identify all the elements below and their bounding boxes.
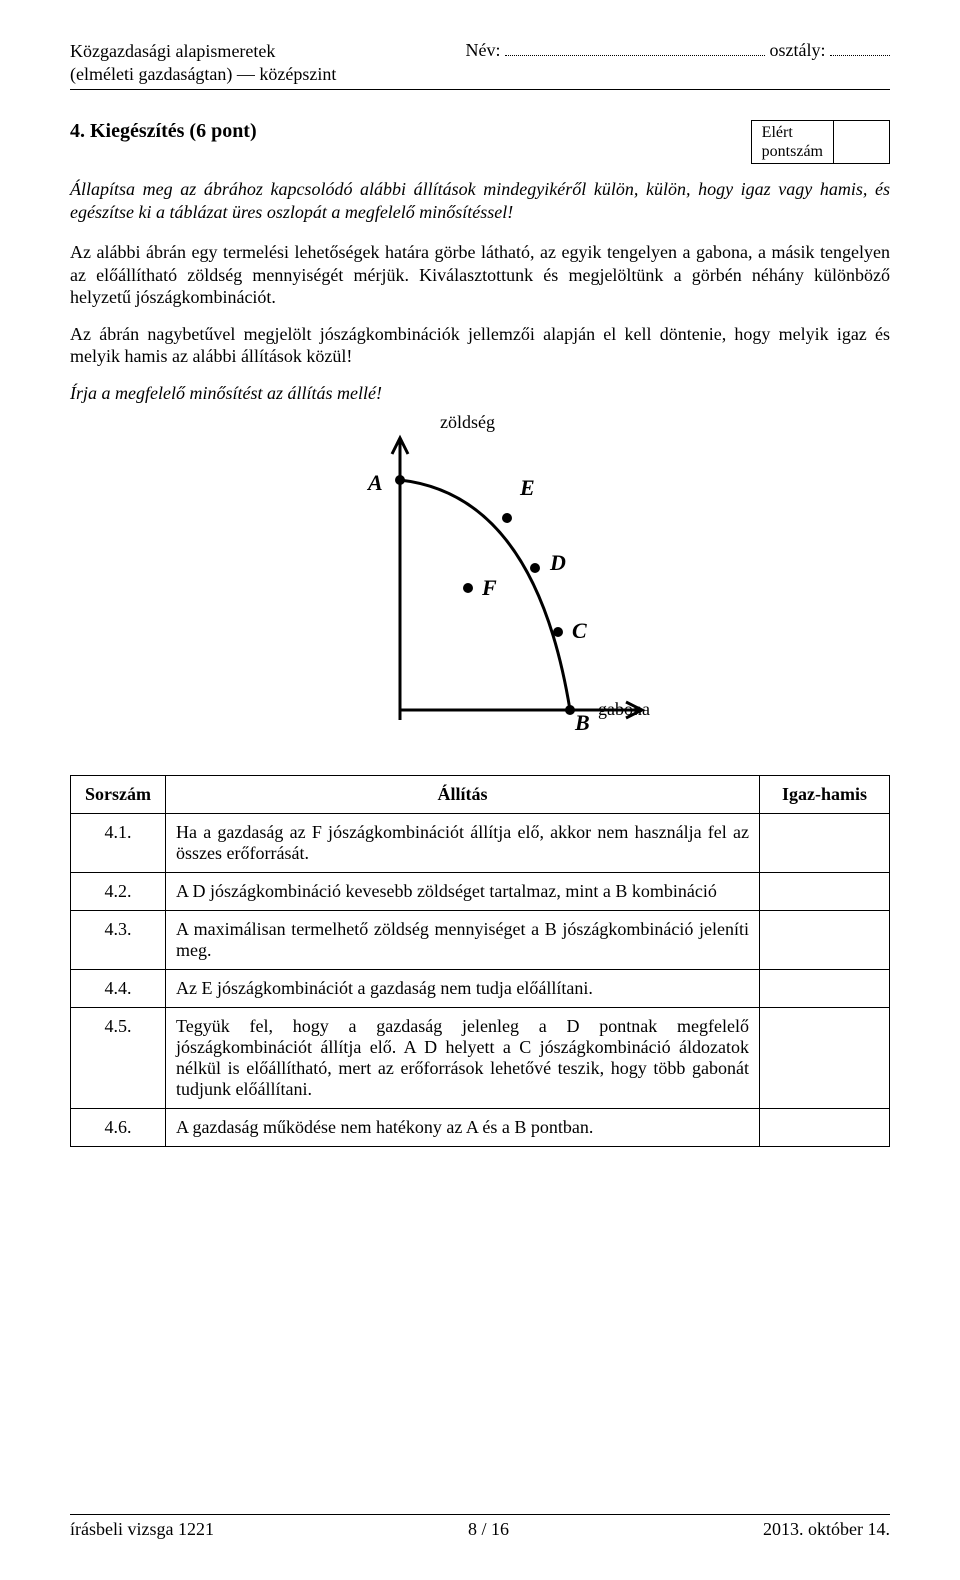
instruction-2: Írja a megfelelő minősítést az állítás m… xyxy=(70,382,890,405)
table-row: 4.5. Tegyük fel, hogy a gazdaság jelenle… xyxy=(71,1008,890,1109)
cell-ans xyxy=(760,970,890,1008)
header-subject-1: Közgazdasági alapismeretek xyxy=(70,40,336,63)
cell-stmt: A maximálisan termelhető zöldség mennyis… xyxy=(166,911,760,970)
page-header: Közgazdasági alapismeretek (elméleti gaz… xyxy=(70,40,890,90)
cell-ans xyxy=(760,911,890,970)
cell-num: 4.4. xyxy=(71,970,166,1008)
label-d: D xyxy=(549,550,566,575)
score-label-1: Elért xyxy=(762,123,823,142)
point-a xyxy=(395,475,405,485)
label-e: E xyxy=(519,475,535,500)
table-header-row: Sorszám Állítás Igaz-hamis xyxy=(71,776,890,814)
score-label: Elért pontszám xyxy=(752,121,834,163)
table-row: 4.6. A gazdaság működése nem hatékony az… xyxy=(71,1109,890,1147)
cell-stmt: Tegyük fel, hogy a gazdaság jelenleg a D… xyxy=(166,1008,760,1109)
score-value xyxy=(834,121,889,163)
header-right: Név: osztály: xyxy=(466,40,891,61)
cell-stmt: A gazdaság működése nem hatékony az A és… xyxy=(166,1109,760,1147)
statements-table: Sorszám Állítás Igaz-hamis 4.1. Ha a gaz… xyxy=(70,775,890,1147)
header-left: Közgazdasági alapismeretek (elméleti gaz… xyxy=(70,40,336,85)
cell-ans xyxy=(760,1008,890,1109)
label-f: F xyxy=(481,575,497,600)
header-subject-2: (elméleti gazdaságtan) — középszint xyxy=(70,63,336,86)
col-num: Sorszám xyxy=(71,776,166,814)
cell-ans xyxy=(760,814,890,873)
axes xyxy=(392,438,642,720)
table-row: 4.4. Az E jószágkombinációt a gazdaság n… xyxy=(71,970,890,1008)
point-f xyxy=(463,583,473,593)
cell-stmt: A D jószágkombináció kevesebb zöldséget … xyxy=(166,873,760,911)
footer-center: 8 / 16 xyxy=(468,1519,509,1540)
class-blank xyxy=(830,44,890,56)
point-d xyxy=(530,563,540,573)
point-e xyxy=(502,513,512,523)
score-label-2: pontszám xyxy=(762,142,823,161)
cell-num: 4.2. xyxy=(71,873,166,911)
ppf-chart: zöldség gabona A E D F C B xyxy=(300,410,660,740)
name-blank xyxy=(505,44,765,56)
table-row: 4.2. A D jószágkombináció kevesebb zölds… xyxy=(71,873,890,911)
score-box: Elért pontszám xyxy=(751,120,890,164)
class-label: osztály: xyxy=(770,40,826,60)
table-row: 4.3. A maximálisan termelhető zöldség me… xyxy=(71,911,890,970)
point-c xyxy=(553,627,563,637)
y-axis-label: zöldség xyxy=(440,412,495,432)
instruction-main: Állapítsa meg az ábrához kapcsolódó aláb… xyxy=(70,178,890,223)
table-row: 4.1. Ha a gazdaság az F jószágkombináció… xyxy=(71,814,890,873)
col-ans: Igaz-hamis xyxy=(760,776,890,814)
footer-left: írásbeli vizsga 1221 xyxy=(70,1519,214,1540)
cell-num: 4.1. xyxy=(71,814,166,873)
label-c: C xyxy=(572,618,587,643)
cell-stmt: Az E jószágkombinációt a gazdaság nem tu… xyxy=(166,970,760,1008)
label-b: B xyxy=(574,710,590,735)
cell-ans xyxy=(760,873,890,911)
paragraph-1: Az alábbi ábrán egy termelési lehetősége… xyxy=(70,241,890,309)
task-title-row: 4. Kiegészítés (6 pont) Elért pontszám xyxy=(70,120,890,164)
paragraph-2: Az ábrán nagybetűvel megjelölt jószágkom… xyxy=(70,323,890,368)
point-b xyxy=(565,705,575,715)
name-label: Név: xyxy=(466,40,501,60)
chart-container: zöldség gabona A E D F C B xyxy=(70,410,890,740)
cell-num: 4.5. xyxy=(71,1008,166,1109)
col-stmt: Állítás xyxy=(166,776,760,814)
cell-stmt: Ha a gazdaság az F jószágkombinációt áll… xyxy=(166,814,760,873)
page-footer: írásbeli vizsga 1221 8 / 16 2013. októbe… xyxy=(70,1514,890,1540)
task-title: 4. Kiegészítés (6 pont) xyxy=(70,120,257,143)
cell-num: 4.3. xyxy=(71,911,166,970)
cell-ans xyxy=(760,1109,890,1147)
cell-num: 4.6. xyxy=(71,1109,166,1147)
label-a: A xyxy=(366,470,383,495)
footer-right: 2013. október 14. xyxy=(763,1519,890,1540)
